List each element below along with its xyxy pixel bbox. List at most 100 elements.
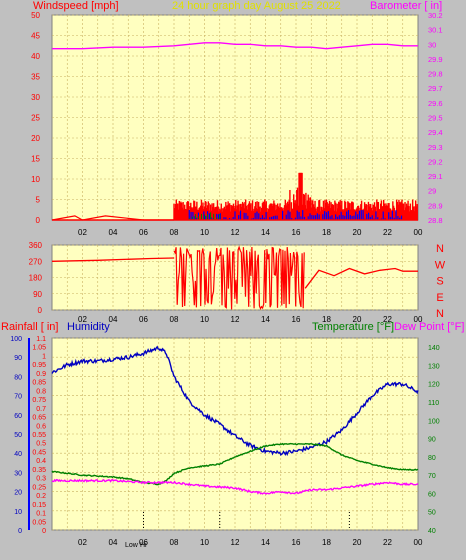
- x-tick-label: 14: [261, 228, 270, 237]
- rain-tick-label: 0.1: [36, 511, 46, 518]
- temperature-tick-label: 80: [428, 455, 436, 462]
- x-tick-label: 02: [78, 538, 87, 547]
- rain-tick-label: 0.25: [32, 484, 46, 491]
- barometer-tick-label: 29.9: [428, 55, 443, 64]
- compass-label: N: [436, 243, 444, 255]
- humidity-tick-label: 10: [14, 509, 22, 516]
- rain-tick-label: 1.1: [36, 336, 46, 343]
- x-tick-label: 02: [78, 315, 87, 324]
- direction-tick-label: 360: [29, 241, 43, 250]
- barometer-tick-label: 28.8: [428, 216, 443, 225]
- x-tick-label: 16: [292, 228, 301, 237]
- direction-erratic-line: [173, 245, 305, 311]
- compass-label: S: [436, 276, 443, 288]
- humidity-tick-label: 100: [10, 336, 22, 343]
- hi-marker-label: Hi: [140, 542, 147, 549]
- temperature-tick-label: 120: [428, 382, 440, 389]
- direction-tick-label: 90: [33, 290, 42, 299]
- rain-tick-label: 0.75: [32, 397, 46, 404]
- temperature-tick-label: 90: [428, 437, 436, 444]
- wind-active-series: [173, 172, 418, 220]
- rain-tick-label: 0.3: [36, 476, 46, 483]
- x-tick-label: 22: [383, 315, 392, 324]
- rain-tick-label: 0: [42, 528, 46, 535]
- humidity-tick-label: 30: [14, 470, 22, 477]
- rain-tick-label: 0.5: [36, 441, 46, 448]
- barometer-tick-label: 30.2: [428, 11, 443, 20]
- compass-label: N: [436, 308, 444, 320]
- x-tick-label: 20: [353, 228, 362, 237]
- direction-tick-label: 270: [29, 257, 43, 266]
- barometer-tick-label: 30: [428, 40, 436, 49]
- temperature-series-line: [51, 442, 419, 486]
- barometer-tick-label: 29.3: [428, 143, 443, 152]
- humidity-tick-label: 60: [14, 413, 22, 420]
- windspeed-tick-label: 10: [31, 175, 40, 184]
- direction-tick-label: 0: [38, 306, 43, 315]
- direction-tick-label: 180: [29, 274, 43, 283]
- x-tick-label: 18: [322, 315, 331, 324]
- temperature-tick-label: 130: [428, 363, 440, 370]
- x-tick-label: 12: [231, 228, 240, 237]
- humidity-tick-label: 40: [14, 451, 22, 458]
- x-tick-label: 10: [200, 538, 209, 547]
- rain-tick-label: 0.15: [32, 502, 46, 509]
- x-tick-label: 12: [231, 538, 240, 547]
- barometer-tick-label: 29.6: [428, 99, 443, 108]
- x-tick-label: 20: [353, 538, 362, 547]
- x-tick-label: 06: [139, 315, 148, 324]
- temperature-tick-label: 110: [428, 400, 439, 407]
- barometer-tick-label: 29: [428, 187, 436, 196]
- barometer-tick-label: 30.1: [428, 26, 443, 35]
- x-tick-label: 16: [292, 315, 301, 324]
- rain-tick-label: 0.05: [32, 519, 46, 526]
- x-tick-label: 00: [414, 228, 423, 237]
- rain-tick-label: 0.4: [36, 458, 46, 465]
- rain-tick-label: 0.7: [36, 406, 46, 413]
- direction-series-line: [304, 267, 418, 289]
- humidity-tick-label: 80: [14, 374, 22, 381]
- low-marker-label: Low: [125, 542, 139, 549]
- x-tick-label: 22: [383, 228, 392, 237]
- windspeed-tick-label: 0: [36, 216, 41, 225]
- barometer-tick-label: 29.4: [428, 128, 443, 137]
- humidity-tick-label: 0: [18, 528, 22, 535]
- windspeed-tick-label: 45: [31, 32, 40, 41]
- x-tick-label: 12: [231, 315, 240, 324]
- barometer-axis-label: Barometer [ in]: [370, 0, 442, 12]
- x-tick-label: 14: [261, 538, 270, 547]
- windspeed-tick-label: 40: [31, 52, 40, 61]
- x-tick-label: 16: [292, 538, 301, 547]
- rain-tick-label: 0.35: [32, 467, 46, 474]
- rain-tick-label: 0.8: [36, 388, 46, 395]
- windspeed-tick-label: 50: [31, 11, 40, 20]
- humidity-tick-label: 70: [14, 394, 22, 401]
- humidity-tick-label: 50: [14, 432, 22, 439]
- temperature-tick-label: 100: [428, 418, 440, 425]
- x-tick-label: 08: [170, 228, 179, 237]
- rain-tick-label: 0.95: [32, 362, 46, 369]
- direction-series-line: [51, 257, 175, 262]
- x-tick-label: 08: [170, 315, 179, 324]
- x-tick-label: 04: [109, 538, 118, 547]
- temperature-tick-label: 70: [428, 473, 436, 480]
- temperature-tick-label: 40: [428, 528, 436, 535]
- humidity-axis-label: Humidity: [67, 321, 110, 333]
- x-tick-label: 04: [109, 315, 118, 324]
- rain-tick-label: 0.85: [32, 380, 46, 387]
- dewpoint-series-line: [51, 478, 419, 495]
- compass-label: E: [436, 292, 443, 304]
- humidity-series-line: [51, 345, 419, 457]
- windspeed-axis-label: Windspeed [mph]: [33, 0, 119, 12]
- rain-tick-label: 0.2: [36, 493, 46, 500]
- x-tick-label: 10: [200, 315, 209, 324]
- rainfall-axis-label: Rainfall [ in]: [1, 321, 58, 333]
- rain-tick-label: 0.6: [36, 423, 46, 430]
- barometer-tick-label: 29.7: [428, 84, 443, 93]
- windspeed-tick-label: 30: [31, 93, 40, 102]
- x-tick-label: 18: [322, 228, 331, 237]
- rain-tick-label: 1: [42, 353, 46, 360]
